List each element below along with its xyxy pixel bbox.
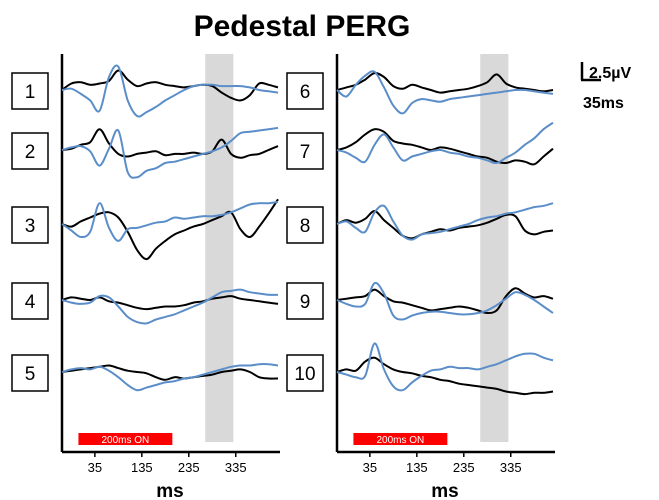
x-axis-label: ms (156, 481, 183, 500)
trace-label: 5 (25, 364, 36, 385)
highlight-window (480, 54, 509, 442)
trace-label-box (11, 354, 49, 392)
scale-bar: 2.5µV 35ms (580, 62, 631, 112)
trace-black-line (336, 72, 554, 94)
trace-blue-line (61, 64, 279, 118)
trace-black-line (61, 128, 279, 159)
panel-left: 200ms ON 35 135 235 335 ms 1 2 3 4 5 (11, 54, 280, 500)
trace-label: 8 (300, 216, 311, 237)
trace-blue-line (61, 126, 279, 179)
x-tick-label: 35 (363, 460, 377, 475)
trace-label: 9 (300, 292, 311, 313)
trace-blue-line (336, 281, 554, 321)
x-axis-label: ms (431, 481, 458, 500)
trace-label: 3 (25, 216, 36, 237)
trace-blue-line (336, 342, 554, 392)
panel-right: 200ms ON 35 135 235 335 ms 6 7 8 9 10 (286, 54, 555, 500)
trace-label-box (11, 206, 49, 244)
trace-blue-line (336, 202, 554, 241)
chart-title: Pedestal PERG (194, 10, 411, 43)
trace-blue-line (336, 70, 554, 115)
stimulus-bar (78, 433, 173, 445)
trace-label: 6 (300, 82, 311, 103)
trace-label-box (11, 282, 49, 320)
trace-label-box (11, 132, 49, 170)
trace-label: 2 (25, 142, 36, 163)
trace-label-box (286, 354, 324, 392)
trace-blue-line (61, 200, 279, 242)
trace-label-box (286, 206, 324, 244)
trace-black-line (61, 198, 279, 261)
trace-black-line (336, 287, 554, 315)
trace-label-box (286, 132, 324, 170)
trace-label: 1 (25, 82, 36, 103)
trace-label: 4 (25, 292, 36, 313)
stimulus-label: 200ms ON (376, 435, 424, 446)
trace-blue-line (61, 288, 279, 325)
trace-black-line (61, 69, 279, 102)
scale-time-label: 35ms (583, 95, 624, 112)
trace-label-box (11, 72, 49, 110)
stimulus-bar (353, 433, 448, 445)
trace-label-box (286, 72, 324, 110)
trace-black-line (336, 356, 554, 396)
trace-black-line (336, 128, 554, 166)
scale-amplitude-label: 2.5µV (589, 65, 631, 82)
x-tick-label: 135 (406, 460, 428, 475)
x-tick-label: 235 (178, 460, 200, 475)
x-tick-label: 135 (131, 460, 153, 475)
x-tick-label: 335 (225, 460, 247, 475)
stimulus-label: 200ms ON (101, 435, 149, 446)
trace-blue-line (61, 363, 279, 392)
x-tick-label: 335 (500, 460, 522, 475)
trace-label: 7 (300, 142, 311, 163)
highlight-window (205, 54, 234, 442)
trace-label: 10 (294, 364, 315, 385)
x-tick-label: 35 (88, 460, 102, 475)
trace-label-box (286, 282, 324, 320)
x-tick-label: 235 (453, 460, 475, 475)
trace-blue-line (336, 121, 554, 165)
trace-black-line (61, 295, 279, 311)
